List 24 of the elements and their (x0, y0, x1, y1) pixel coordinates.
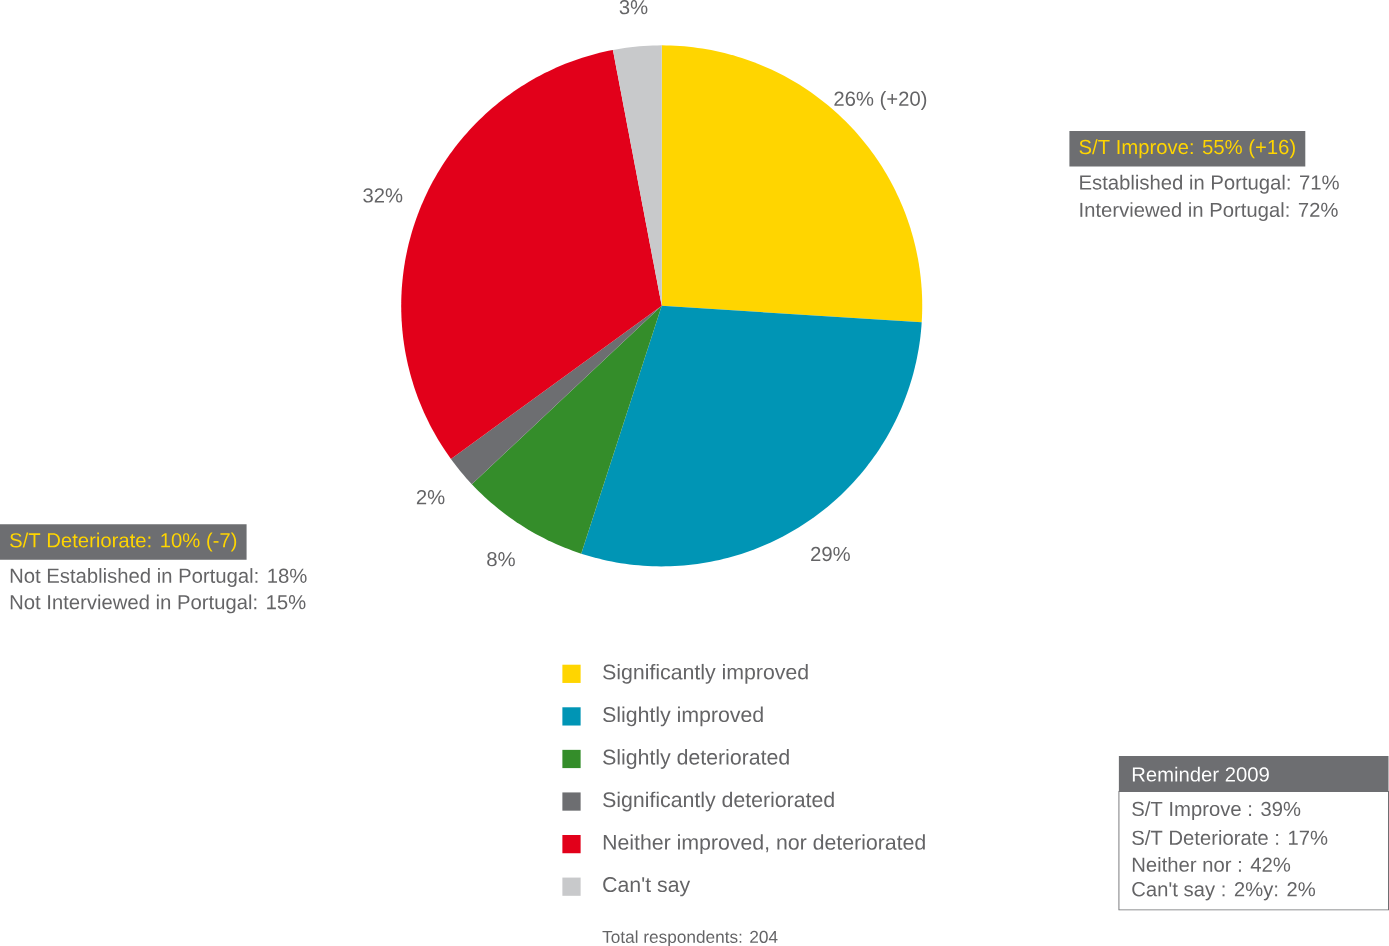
text: Total respondents: 204 (602, 930, 778, 946)
text: S/T Improve : 39% (1132, 801, 1301, 820)
text: Not Interviewed in Portugal: 15% (10, 594, 306, 614)
text: Interviewed in Portugal: 72% (1080, 201, 1338, 221)
data-label: 32% (363, 188, 403, 203)
text: Can't say : 2%y: 2% (1132, 881, 1316, 901)
text: S/T Deteriorate: 10% (-7) (10, 532, 237, 552)
text: Not Established in Portugal: 18% (10, 567, 307, 587)
text: Reminder 2009 (1132, 766, 1269, 782)
data-label: 8% (487, 551, 515, 567)
legend-label: Significantly deteriorated (603, 791, 834, 812)
legend-label: Slightly deteriorated (603, 748, 789, 769)
legend-label: Neither improved, nor deteriorated (603, 834, 925, 854)
data-label: 2% (416, 489, 445, 505)
text: S/T Improve: 55% (+16) (1079, 139, 1295, 159)
text: Neither nor : 42% (1132, 856, 1291, 872)
data-label: 3% (619, 0, 648, 15)
data-label: 29% (811, 546, 850, 561)
legend-label: Can't say (603, 876, 691, 897)
legend-label: Significantly improved (603, 663, 808, 684)
text: S/T Deteriorate : 17% (1132, 829, 1328, 845)
legend-label: Slightly improved (603, 706, 763, 727)
data-label: 26% (+20) (834, 90, 927, 110)
text: Established in Portugal: 71% (1080, 174, 1339, 194)
